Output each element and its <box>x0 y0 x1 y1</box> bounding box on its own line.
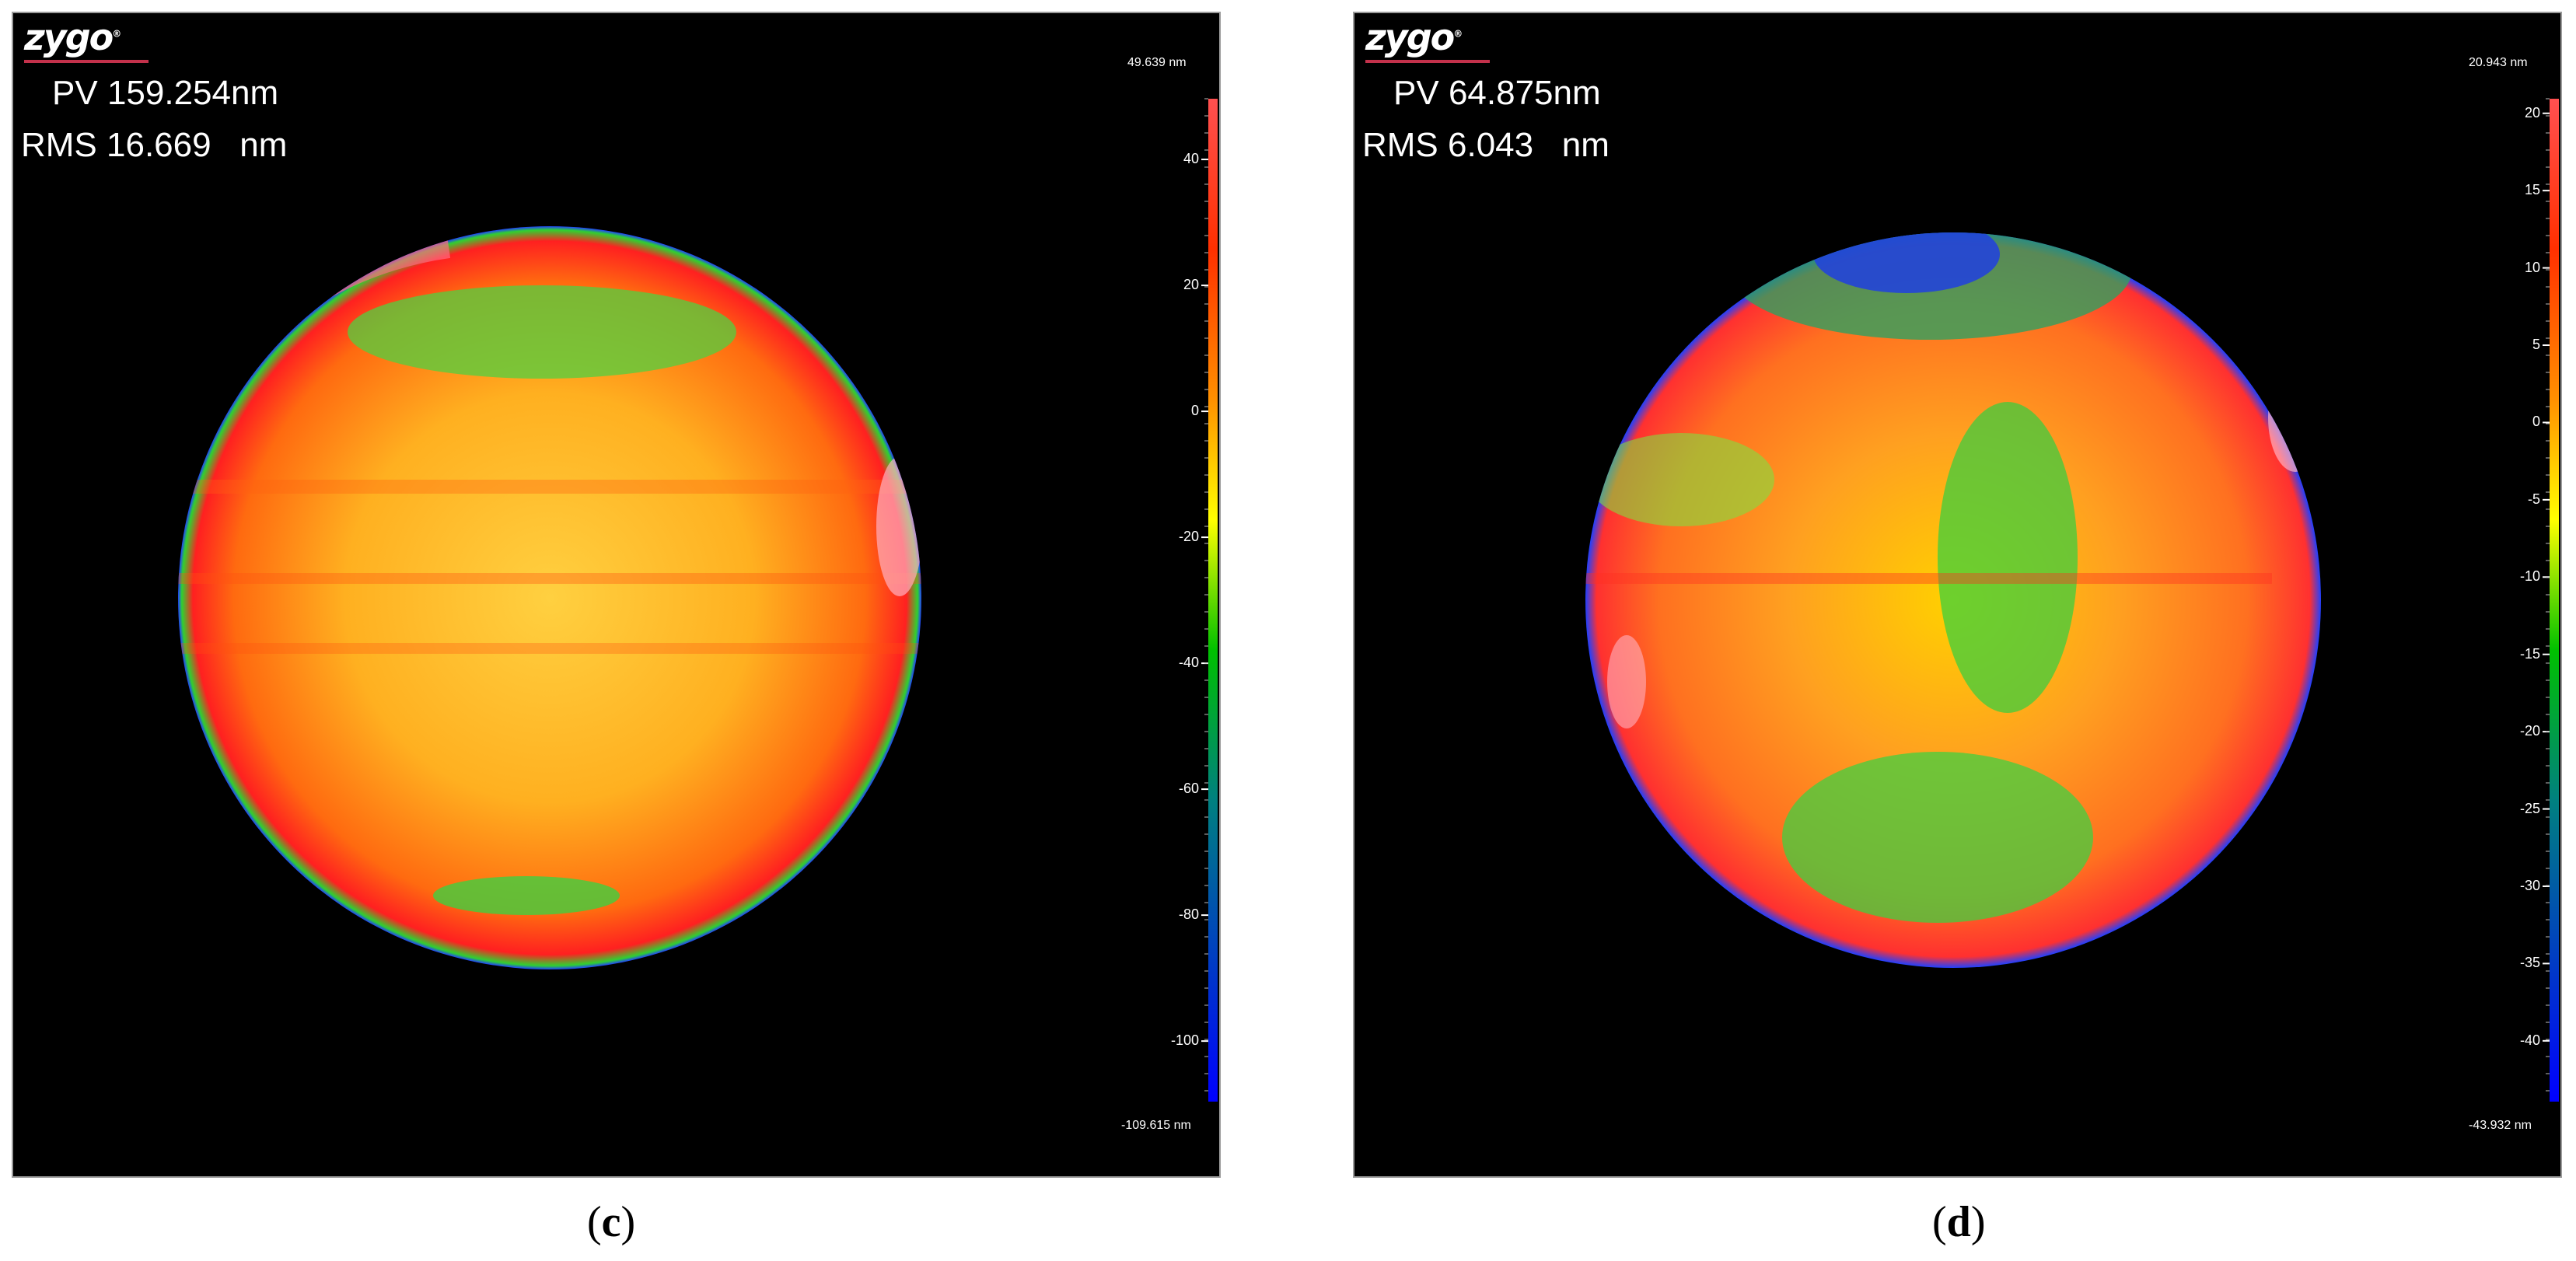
surface-disc-c <box>178 226 921 969</box>
scale-tick-label: -35 <box>2519 955 2540 971</box>
scale-tick-label: 40 <box>1183 151 1199 167</box>
rms-readout: RMS 6.043 nm <box>1362 126 1610 164</box>
scale-tick-label: -60 <box>1178 781 1199 797</box>
surface-map-panel-c: zygo® PV 159.254nm RMS 16.669 nm 49.639 … <box>12 12 1221 1178</box>
scale-tick-label: -40 <box>2519 1032 2540 1048</box>
scale-max-label: 20.943 nm <box>2469 56 2528 69</box>
scale-tick-label: 5 <box>2532 337 2540 353</box>
caption-d: (d) <box>1932 1198 1986 1246</box>
logo-underline <box>24 60 149 63</box>
pv-readout: PV 64.875nm <box>1393 74 1601 112</box>
rms-readout: RMS 16.669 nm <box>21 126 288 164</box>
scale-tick-label: 0 <box>2532 414 2540 430</box>
logo-underline <box>1365 60 1490 63</box>
scale-tick-label: -80 <box>1178 906 1199 923</box>
scale-tick-label: -5 <box>2527 491 2540 507</box>
color-scale-ticks-d <box>2543 98 2550 1092</box>
scale-max-label: 49.639 nm <box>1127 56 1187 69</box>
surface-features-c <box>178 235 921 915</box>
surface-map-d <box>1585 98 2559 1102</box>
scale-tick-label: -30 <box>2519 877 2540 893</box>
scale-tick-label: -40 <box>1178 655 1199 671</box>
pv-readout: PV 159.254nm <box>52 74 279 112</box>
surface-features-d <box>1585 232 2321 923</box>
scale-tick-label: -25 <box>2519 800 2540 816</box>
scale-tick-label: -20 <box>2519 723 2540 739</box>
scale-tick-label: -100 <box>1170 1032 1199 1049</box>
color-scale-bar-d <box>2550 99 2559 1102</box>
scale-tick-label: 0 <box>1190 403 1199 419</box>
scale-tick-label: -10 <box>2519 568 2540 585</box>
color-scale-bar-c <box>1208 99 1218 1102</box>
scale-tick-label: -15 <box>2519 645 2540 662</box>
scale-tick-label: 15 <box>2524 182 2540 198</box>
scale-min-label: -109.615 nm <box>1121 1119 1191 1132</box>
surface-map-c <box>178 98 1218 1102</box>
color-scale-ticks-c <box>1201 98 1208 1092</box>
zygo-logo: zygo® <box>24 16 121 58</box>
scale-tick-label: 10 <box>2524 259 2540 275</box>
caption-c: (c) <box>587 1198 636 1246</box>
zygo-logo: zygo® <box>1365 16 1463 58</box>
surface-map-panel-d: zygo® PV 64.875nm RMS 6.043 nm 20.943 nm… <box>1353 12 2562 1178</box>
scale-tick-label: 20 <box>1183 277 1199 293</box>
scale-min-label: -43.932 nm <box>2469 1119 2532 1132</box>
scale-tick-label: 20 <box>2524 104 2540 121</box>
scale-tick-label: -20 <box>1178 529 1199 545</box>
